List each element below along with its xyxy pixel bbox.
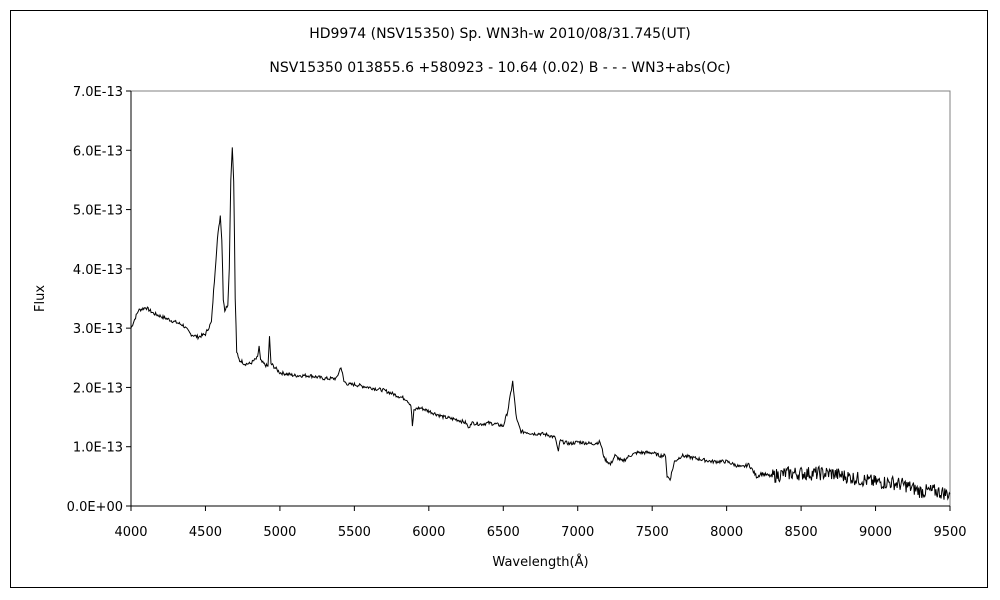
chart-title: HD9974 (NSV15350) Sp. WN3h-w 2010/08/31.… [309,26,691,42]
y-axis: 0.0E+00 1.0E-13 2.0E-13 3.0E-13 4.0E-13 5.0E-… [67,85,132,515]
x-tick-label: 7000 [561,525,594,540]
y-tick-label: 4.0E-13 [73,263,123,278]
chart-subtitle: NSV15350 013855.6 +580923 - 10.64 (0.02)… [269,60,731,76]
y-tick-label: 7.0E-13 [73,85,123,100]
x-axis-label: Wavelength(Å) [492,554,588,570]
y-tick-label: 6.0E-13 [73,144,123,159]
x-tick-label: 4000 [114,525,147,540]
y-tick-label: 0.0E+00 [67,500,123,515]
y-axis-label: Flux [33,285,48,312]
x-tick-label: 8500 [785,525,818,540]
y-tick-label: 1.0E-13 [73,441,123,456]
x-tick-label: 8000 [710,525,743,540]
x-tick-label: 5000 [263,525,296,540]
x-tick-label: 6000 [412,525,445,540]
spectrum-line [130,147,951,501]
y-tick-label: 2.0E-13 [73,381,123,396]
x-axis: 4000 4500 5000 5500 6000 6500 7000 7500 8000 8500… [114,505,967,540]
y-tick-label: 3.0E-13 [73,322,123,337]
x-tick-label: 9000 [859,525,892,540]
y-tick-label: 5.0E-13 [73,204,123,219]
chart-frame [10,10,988,588]
x-tick-label: 9500 [933,525,966,540]
plot-area [130,90,951,507]
x-tick-label: 6500 [487,525,520,540]
x-tick-label: 5500 [338,525,371,540]
x-tick-label: 4500 [189,525,222,540]
x-tick-label: 7500 [636,525,669,540]
